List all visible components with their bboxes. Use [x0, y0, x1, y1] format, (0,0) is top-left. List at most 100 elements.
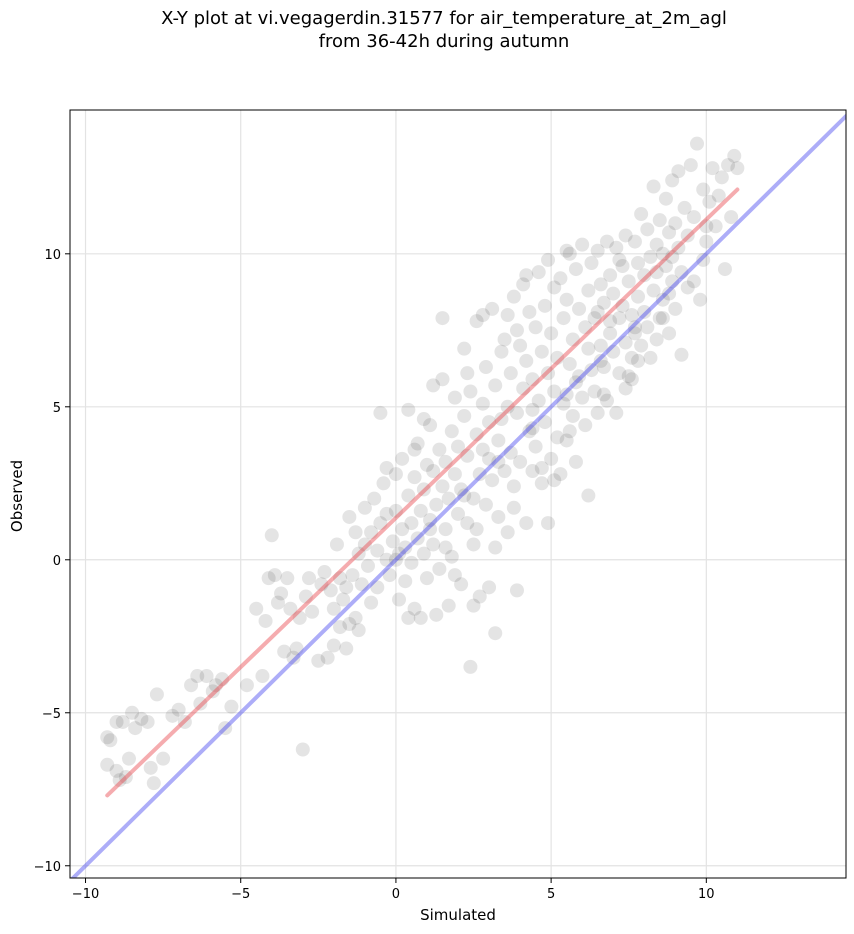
- data-point-90: [401, 402, 416, 417]
- data-point-170: [525, 464, 540, 479]
- data-point-27: [218, 721, 233, 736]
- data-point-171: [525, 372, 540, 387]
- data-point-214: [593, 338, 608, 353]
- data-point-217: [596, 295, 611, 310]
- data-point-55: [333, 620, 348, 635]
- data-point-12: [140, 714, 155, 729]
- data-point-126: [457, 408, 472, 423]
- data-point-257: [658, 259, 673, 274]
- data-point-291: [500, 308, 515, 323]
- x-tick-label-2: 0: [392, 887, 400, 902]
- data-point-333: [593, 353, 608, 368]
- data-point-287: [416, 412, 431, 427]
- data-point-14: [146, 776, 161, 791]
- data-point-28: [224, 699, 239, 714]
- data-point-38: [277, 644, 292, 659]
- data-point-261: [665, 274, 680, 289]
- data-point-112: [435, 372, 450, 387]
- data-point-127: [457, 341, 472, 356]
- data-point-307: [286, 650, 301, 665]
- data-point-202: [575, 390, 590, 405]
- y-axis-ticks: −10 −5 0 5 10: [34, 248, 70, 875]
- data-point-166: [519, 516, 534, 531]
- data-point-97: [413, 503, 428, 518]
- data-point-226: [612, 311, 627, 326]
- data-point-135: [469, 314, 484, 329]
- data-point-91: [404, 516, 419, 531]
- data-point-331: [525, 421, 540, 436]
- data-point-96: [410, 436, 425, 451]
- data-point-25: [208, 678, 223, 693]
- data-point-72: [370, 543, 385, 558]
- data-point-336: [696, 252, 711, 267]
- grid: [70, 110, 846, 878]
- data-point-255: [655, 292, 670, 307]
- data-point-258: [662, 225, 677, 240]
- data-point-73: [370, 580, 385, 595]
- data-point-18: [171, 702, 186, 717]
- data-point-83: [392, 546, 407, 561]
- data-point-108: [429, 497, 444, 512]
- data-point-234: [624, 308, 639, 323]
- data-point-178: [537, 298, 552, 313]
- data-point-31: [255, 669, 270, 684]
- data-point-268: [677, 200, 692, 215]
- data-point-49: [317, 565, 332, 580]
- data-point-46: [305, 604, 320, 619]
- data-point-85: [395, 522, 410, 537]
- data-point-194: [562, 356, 577, 371]
- data-point-323: [596, 387, 611, 402]
- data-point-266: [674, 265, 689, 280]
- data-point-207: [581, 283, 596, 298]
- data-point-167: [519, 353, 534, 368]
- data-point-249: [646, 283, 661, 298]
- data-point-229: [615, 298, 630, 313]
- data-point-92: [404, 555, 419, 570]
- data-point-212: [590, 243, 605, 258]
- y-axis-label: Observed: [8, 460, 26, 532]
- data-point-113: [435, 311, 450, 326]
- data-point-278: [708, 219, 723, 234]
- data-point-294: [568, 375, 583, 390]
- data-point-7: [118, 770, 133, 785]
- data-point-241: [634, 207, 649, 222]
- data-point-263: [668, 301, 683, 316]
- data-point-17: [165, 708, 180, 723]
- data-point-128: [460, 516, 475, 531]
- data-point-283: [724, 210, 739, 225]
- data-point-115: [438, 454, 453, 469]
- data-point-231: [618, 228, 633, 243]
- data-point-238: [631, 255, 646, 270]
- data-point-183: [544, 326, 559, 341]
- data-point-191: [556, 396, 571, 411]
- data-point-265: [671, 164, 686, 179]
- y-tick-label-2: 0: [53, 554, 61, 569]
- data-point-248: [646, 179, 661, 194]
- data-point-21: [190, 669, 205, 684]
- data-point-220: [603, 326, 618, 341]
- data-point-289: [460, 366, 475, 381]
- data-point-35: [267, 568, 282, 583]
- data-point-39: [280, 571, 295, 586]
- data-point-274: [696, 182, 711, 197]
- data-point-117: [441, 491, 456, 506]
- data-point-111: [435, 479, 450, 494]
- data-point-164: [516, 381, 531, 396]
- data-point-142: [482, 415, 497, 430]
- data-point-246: [643, 249, 658, 264]
- data-point-133: [466, 537, 481, 552]
- data-point-161: [509, 583, 524, 598]
- data-point-82: [388, 503, 403, 518]
- data-point-24: [205, 684, 220, 699]
- data-point-169: [522, 304, 537, 319]
- data-point-321: [534, 460, 549, 475]
- data-point-107: [429, 607, 444, 622]
- data-point-239: [631, 289, 646, 304]
- x-tick-label-1: −5: [231, 887, 250, 902]
- data-point-222: [606, 344, 621, 359]
- data-point-182: [544, 451, 559, 466]
- data-point-20: [184, 678, 199, 693]
- data-point-185: [547, 280, 562, 295]
- data-point-314: [665, 249, 680, 264]
- data-point-172: [528, 320, 543, 335]
